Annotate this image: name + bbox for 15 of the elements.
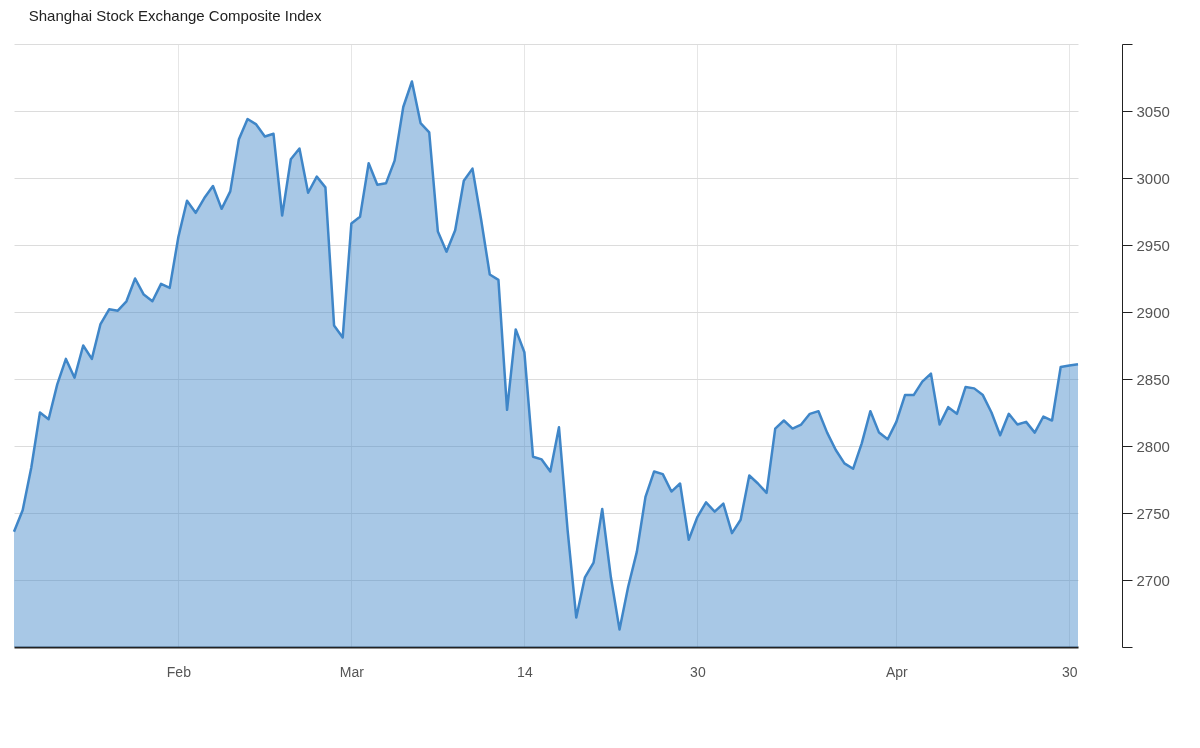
y-tick-label: 2900 (1136, 303, 1170, 321)
x-tick-label: 30 (1062, 663, 1078, 680)
x-tick-label: Apr (885, 663, 909, 680)
y-tick-label: 2800 (1136, 437, 1170, 455)
x-tick-label: 30 (690, 663, 706, 680)
x-tick-label: Mar (339, 663, 365, 680)
x-tick-label: 14 (517, 663, 533, 680)
y-tick-label: 3000 (1136, 169, 1170, 187)
y-tick-label: 2700 (1136, 571, 1170, 589)
y-tick-label: 2850 (1136, 370, 1170, 388)
y-tick-label: 2950 (1136, 236, 1170, 254)
chart-title: Shanghai Stock Exchange Composite Index (28, 6, 322, 24)
y-tick-label: 2750 (1136, 504, 1170, 522)
y-tick-label: 3050 (1136, 102, 1170, 120)
x-tick-label: Feb (166, 663, 192, 680)
